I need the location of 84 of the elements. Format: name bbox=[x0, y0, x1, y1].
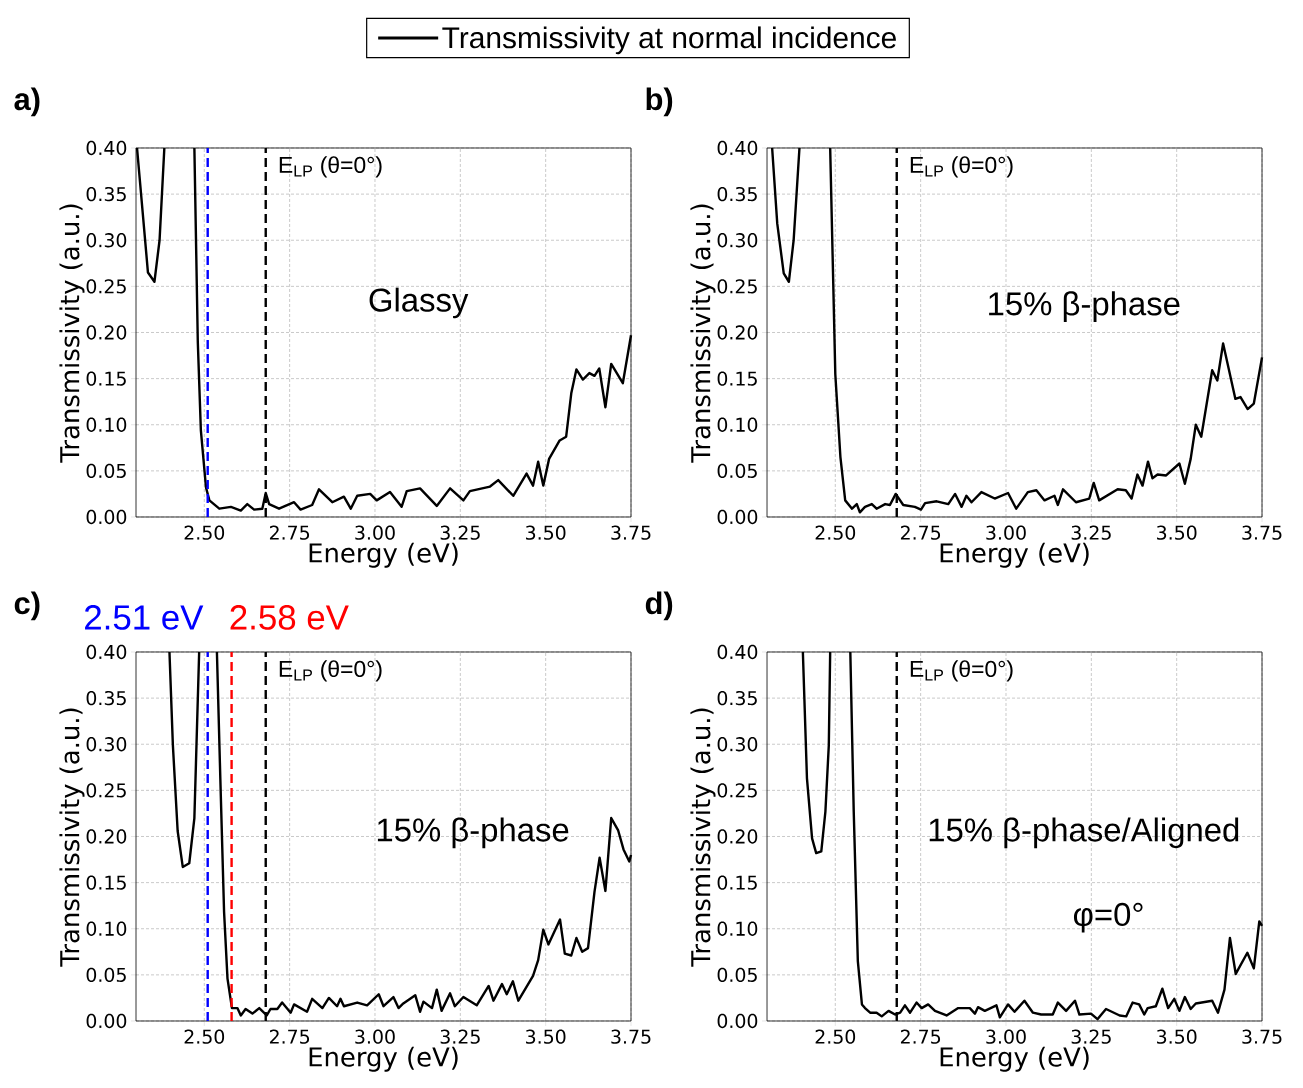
y-tick-label: 0.05 bbox=[86, 967, 126, 983]
x-tick-label: 3.25 bbox=[440, 1029, 480, 1044]
y-axis-title: Transmissivity (a.u.) bbox=[59, 204, 85, 463]
x-tick-label: 3.75 bbox=[1242, 525, 1282, 540]
ref-line-label: 2.51 eV bbox=[85, 605, 204, 630]
chart-title: a) bbox=[14, 87, 40, 117]
y-tick-label: 0.25 bbox=[717, 783, 757, 798]
y-tick-label: 0.30 bbox=[717, 233, 758, 248]
y-tick-label: 0.35 bbox=[717, 690, 757, 706]
annotation: φ=0° bbox=[1073, 902, 1143, 933]
x-tick-label: 2.50 bbox=[184, 525, 225, 540]
y-tick-label: 0.20 bbox=[86, 325, 127, 340]
x-tick-label: 3.00 bbox=[355, 1029, 395, 1044]
y-tick-label: 0.05 bbox=[86, 463, 126, 479]
y-tick-label: 0.40 bbox=[86, 140, 127, 156]
y-tick-label: 0.00 bbox=[717, 509, 758, 525]
y-tick-label: 0.40 bbox=[717, 140, 758, 156]
annotation: 15% β-phase bbox=[989, 291, 1180, 322]
annotation: 15% β-phase bbox=[377, 817, 569, 849]
y-tick-label: 0.10 bbox=[86, 417, 127, 432]
y-tick-label: 0.15 bbox=[86, 371, 126, 386]
annotation: E$_{LP}$ (θ=0°) bbox=[279, 660, 382, 682]
x-tick-label: 3.75 bbox=[611, 525, 651, 540]
legend-label: Transmissivity at normal incidence bbox=[442, 26, 896, 55]
y-tick-label: 0.20 bbox=[86, 829, 127, 844]
x-tick-label: 2.75 bbox=[900, 1029, 941, 1044]
x-tick-label: 3.50 bbox=[526, 525, 566, 540]
y-tick-label: 0.10 bbox=[717, 921, 758, 936]
y-tick-label: 0.25 bbox=[86, 783, 126, 798]
annotation: E$_{LP}$ (θ=0°) bbox=[910, 156, 1013, 178]
x-tick-label: 3.25 bbox=[1071, 1029, 1111, 1044]
y-tick-label: 0.05 bbox=[717, 967, 757, 983]
x-axis-title: Energy (eV) bbox=[309, 542, 458, 568]
x-tick-label: 2.50 bbox=[184, 1029, 225, 1044]
y-tick-label: 0.00 bbox=[86, 509, 127, 525]
x-tick-label: 3.00 bbox=[986, 525, 1026, 540]
y-tick-label: 0.40 bbox=[717, 644, 758, 660]
x-tick-label: 3.50 bbox=[1157, 525, 1197, 540]
y-tick-label: 0.00 bbox=[86, 1013, 127, 1029]
y-tick-label: 0.30 bbox=[717, 737, 758, 752]
y-tick-label: 0.20 bbox=[717, 325, 758, 340]
x-tick-label: 3.00 bbox=[986, 1029, 1026, 1044]
x-tick-label: 3.50 bbox=[526, 1029, 566, 1044]
annotation: 15% β-phase/Aligned bbox=[929, 817, 1239, 849]
y-axis-title: Transmissivity (a.u.) bbox=[690, 708, 716, 967]
x-axis-title: Energy (eV) bbox=[309, 1046, 458, 1072]
x-tick-label: 2.75 bbox=[269, 525, 310, 540]
y-tick-label: 0.30 bbox=[86, 233, 127, 248]
y-tick-label: 0.15 bbox=[717, 371, 757, 386]
y-tick-label: 0.20 bbox=[717, 829, 758, 844]
chart-title: b) bbox=[646, 87, 673, 117]
y-axis-title: Transmissivity (a.u.) bbox=[690, 204, 716, 463]
y-tick-label: 0.35 bbox=[717, 186, 757, 202]
y-tick-label: 0.35 bbox=[86, 186, 126, 202]
y-axis-title: Transmissivity (a.u.) bbox=[59, 708, 85, 967]
y-tick-label: 0.35 bbox=[86, 690, 126, 706]
annotation: E$_{LP}$ (θ=0°) bbox=[279, 156, 382, 178]
y-tick-label: 0.40 bbox=[86, 644, 127, 660]
x-tick-label: 3.25 bbox=[440, 525, 480, 540]
x-axis-title: Energy (eV) bbox=[940, 542, 1089, 568]
x-tick-label: 3.00 bbox=[355, 525, 395, 540]
chart-title: d) bbox=[645, 591, 673, 621]
y-tick-label: 0.10 bbox=[717, 417, 758, 432]
x-tick-label: 2.50 bbox=[815, 525, 856, 540]
annotation: Glassy bbox=[369, 287, 469, 319]
y-tick-label: 0.30 bbox=[86, 737, 127, 752]
x-tick-label: 2.75 bbox=[269, 1029, 310, 1044]
ref-line-label: 2.58 eV bbox=[230, 605, 349, 630]
x-tick-label: 3.75 bbox=[1242, 1029, 1282, 1044]
x-tick-label: 2.50 bbox=[815, 1029, 856, 1044]
y-tick-label: 0.25 bbox=[86, 279, 126, 294]
y-tick-label: 0.05 bbox=[717, 463, 757, 479]
x-tick-label: 2.75 bbox=[900, 525, 941, 540]
annotation: E$_{LP}$ (θ=0°) bbox=[910, 660, 1013, 682]
chart-title: c) bbox=[14, 591, 40, 621]
x-tick-label: 3.25 bbox=[1071, 525, 1111, 540]
y-tick-label: 0.25 bbox=[717, 279, 757, 294]
y-tick-label: 0.15 bbox=[86, 875, 126, 890]
x-tick-label: 3.50 bbox=[1157, 1029, 1197, 1044]
x-tick-label: 3.75 bbox=[611, 1029, 651, 1044]
y-tick-label: 0.15 bbox=[717, 875, 757, 890]
y-tick-label: 0.10 bbox=[86, 921, 127, 936]
x-axis-title: Energy (eV) bbox=[940, 1046, 1089, 1072]
y-tick-label: 0.00 bbox=[717, 1013, 758, 1029]
